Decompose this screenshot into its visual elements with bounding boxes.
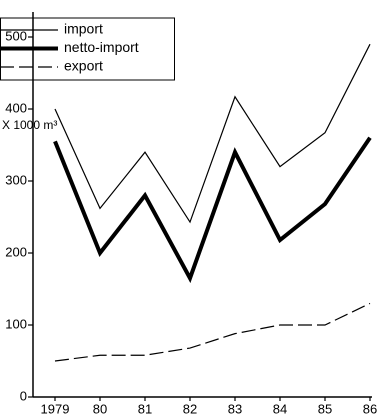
x-tick-label: 80: [93, 401, 107, 416]
series-line: [54, 43, 371, 224]
legend-label: export: [64, 58, 103, 74]
series-line: [53, 136, 372, 284]
x-tick-label: 1979: [41, 401, 70, 416]
y-tick-label: 400: [5, 100, 27, 115]
y-tick-label: 300: [5, 172, 27, 187]
x-tick-label: 83: [228, 401, 242, 416]
y-axis-label: X 1000 m³: [2, 118, 57, 132]
legend-label: netto-import: [64, 39, 139, 55]
series-line: [54, 302, 371, 362]
x-tick-label: 85: [318, 401, 332, 416]
y-tick-label: 0: [20, 388, 27, 403]
x-tick-label: 86: [363, 401, 377, 416]
y-tick-label: 500: [5, 28, 27, 43]
x-tick-label: 81: [138, 401, 152, 416]
x-tick-label: 82: [183, 401, 197, 416]
y-tick-label: 100: [5, 316, 27, 331]
y-tick-label: 200: [5, 244, 27, 259]
legend-label: import: [64, 21, 103, 37]
x-tick-label: 84: [273, 401, 287, 416]
